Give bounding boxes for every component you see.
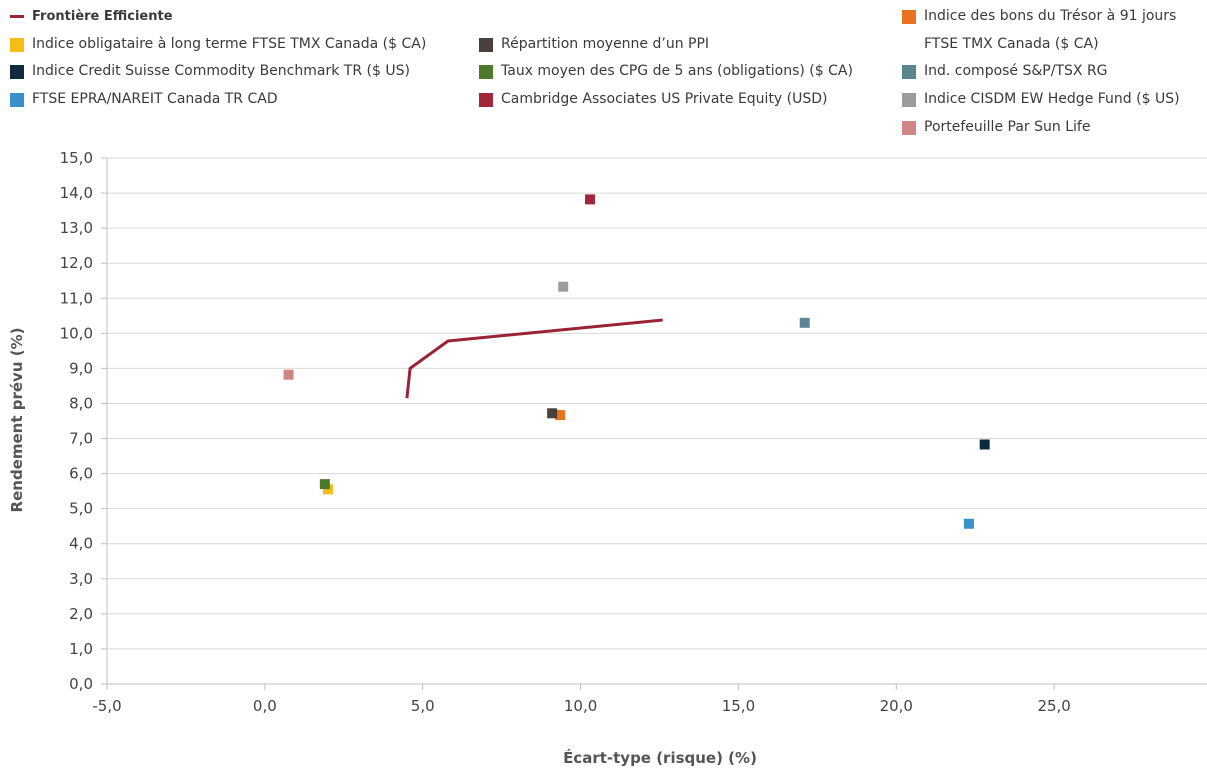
legend-item-epra: FTSE EPRA/NAREIT Canada TR CAD <box>10 91 278 108</box>
y-tick-label: 10,0 <box>60 324 93 342</box>
legend-label-commodity: Indice Credit Suisse Commodity Benchmark… <box>32 63 410 79</box>
x-tick-label: -5,0 <box>92 697 121 715</box>
legend-item-frontier: Frontière Efficiente <box>10 8 173 25</box>
x-tick-label: 10,0 <box>564 697 597 715</box>
scatter-point-5 <box>799 317 810 328</box>
x-tick-label: 15,0 <box>722 697 755 715</box>
axes <box>101 157 1207 690</box>
legend-label-obligataire: Indice obligataire à long terme FTSE TMX… <box>32 36 427 52</box>
y-tick-label: 1,0 <box>69 640 93 658</box>
scatter-point-9 <box>283 369 294 380</box>
y-tick-label: 0,0 <box>69 675 93 693</box>
scatter-point-7 <box>585 194 596 205</box>
legend-label-hedge-fund: Indice CISDM EW Hedge Fund ($ US) <box>924 91 1180 107</box>
scatter-point-1 <box>323 484 333 495</box>
y-tick-label: 3,0 <box>69 570 93 588</box>
legend-swatch-private-equity <box>479 92 493 107</box>
legend-swatch-epra <box>10 92 24 107</box>
legend-swatch-tsx <box>902 64 916 79</box>
legend-swatch-hedge-fund <box>902 92 916 107</box>
legend-label-epra: FTSE EPRA/NAREIT Canada TR CAD <box>32 91 278 107</box>
y-tick-label: 8,0 <box>69 394 93 412</box>
y-tick-label: 4,0 <box>69 535 93 553</box>
legend-swatch-cpg <box>479 64 493 79</box>
scatter-point-2 <box>547 408 558 419</box>
legend-label-sun-life: Portefeuille Par Sun Life <box>924 119 1091 135</box>
legend-item-commodity: Indice Credit Suisse Commodity Benchmark… <box>10 63 410 80</box>
x-tick-label: 5,0 <box>411 697 435 715</box>
legend-item-ppi: Répartition moyenne d’un PPI <box>479 36 709 53</box>
y-tick-label: 2,0 <box>69 605 93 623</box>
y-tick-label: 6,0 <box>69 465 93 483</box>
x-tick-label: 0,0 <box>253 697 277 715</box>
y-tick-label: 11,0 <box>60 289 93 307</box>
y-tick-label: 5,0 <box>69 500 93 518</box>
y-axis-title: Rendement prévu (%) <box>8 328 26 513</box>
frontier-line <box>405 318 663 399</box>
legend-label-cpg: Taux moyen des CPG de 5 ans (obligations… <box>501 63 853 79</box>
x-tick-label: 25,0 <box>1037 697 1070 715</box>
legend-item-tsx: Ind. composé S&P/TSX RG <box>902 63 1108 80</box>
scatter-point-6 <box>963 518 974 529</box>
scatter-point-3 <box>979 439 990 450</box>
legend-label-bons-tresor-line2: FTSE TMX Canada ($ CA) <box>924 36 1099 52</box>
legend-item-bons-tresor-line2: FTSE TMX Canada ($ CA) <box>924 36 1099 53</box>
y-tick-label: 12,0 <box>60 254 93 272</box>
legend-item-bons-tresor: Indice des bons du Trésor à 91 jours <box>902 8 1176 25</box>
legend-item-private-equity: Cambridge Associates US Private Equity (… <box>479 91 828 108</box>
scatter-point-4 <box>319 479 330 490</box>
legend-swatch-bons-tresor <box>902 9 916 24</box>
legend-label-bons-tresor: Indice des bons du Trésor à 91 jours <box>924 8 1177 24</box>
y-tick-label: 13,0 <box>60 219 93 237</box>
legend-item-obligataire: Indice obligataire à long terme FTSE TMX… <box>10 36 426 53</box>
legend-label-frontier: Frontière Efficiente <box>32 9 173 24</box>
x-axis-title: Écart-type (risque) (%) <box>563 748 757 767</box>
y-tick-label: 14,0 <box>60 184 93 202</box>
tick-labels: 0,0 1,0 2,0 3,0 4,0 5,0 6,0 7,0 8,0 9,0 10,0 11,0 12… <box>60 149 1071 715</box>
legend-line-frontier <box>10 15 24 18</box>
legend-item-sun-life: Portefeuille Par Sun Life <box>902 119 1090 136</box>
scatter-point-0 <box>555 410 566 421</box>
y-tick-label: 15,0 <box>60 149 93 167</box>
chart-legend: Frontière Efficiente Indice des bons du … <box>0 0 1207 145</box>
legend-label-tsx: Ind. composé S&P/TSX RG <box>924 63 1108 79</box>
legend-item-cpg: Taux moyen des CPG de 5 ans (obligations… <box>479 63 853 80</box>
legend-swatch-ppi <box>479 37 493 52</box>
legend-swatch-obligataire <box>10 37 24 52</box>
legend-swatch-commodity <box>10 64 24 79</box>
x-tick-label: 20,0 <box>880 697 913 715</box>
legend-item-hedge-fund: Indice CISDM EW Hedge Fund ($ US) <box>902 91 1180 108</box>
y-tick-label: 9,0 <box>69 359 93 377</box>
legend-label-ppi: Répartition moyenne d’un PPI <box>501 36 710 52</box>
legend-label-private-equity: Cambridge Associates US Private Equity (… <box>501 91 828 107</box>
grid-lines <box>107 157 1207 650</box>
data-marks <box>283 194 990 529</box>
legend-swatch-sun-life <box>902 120 916 135</box>
scatter-point-8 <box>558 281 569 292</box>
y-tick-label: 7,0 <box>69 430 93 448</box>
